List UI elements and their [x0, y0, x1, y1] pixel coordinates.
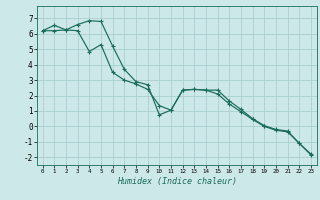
X-axis label: Humidex (Indice chaleur): Humidex (Indice chaleur) [117, 177, 237, 186]
